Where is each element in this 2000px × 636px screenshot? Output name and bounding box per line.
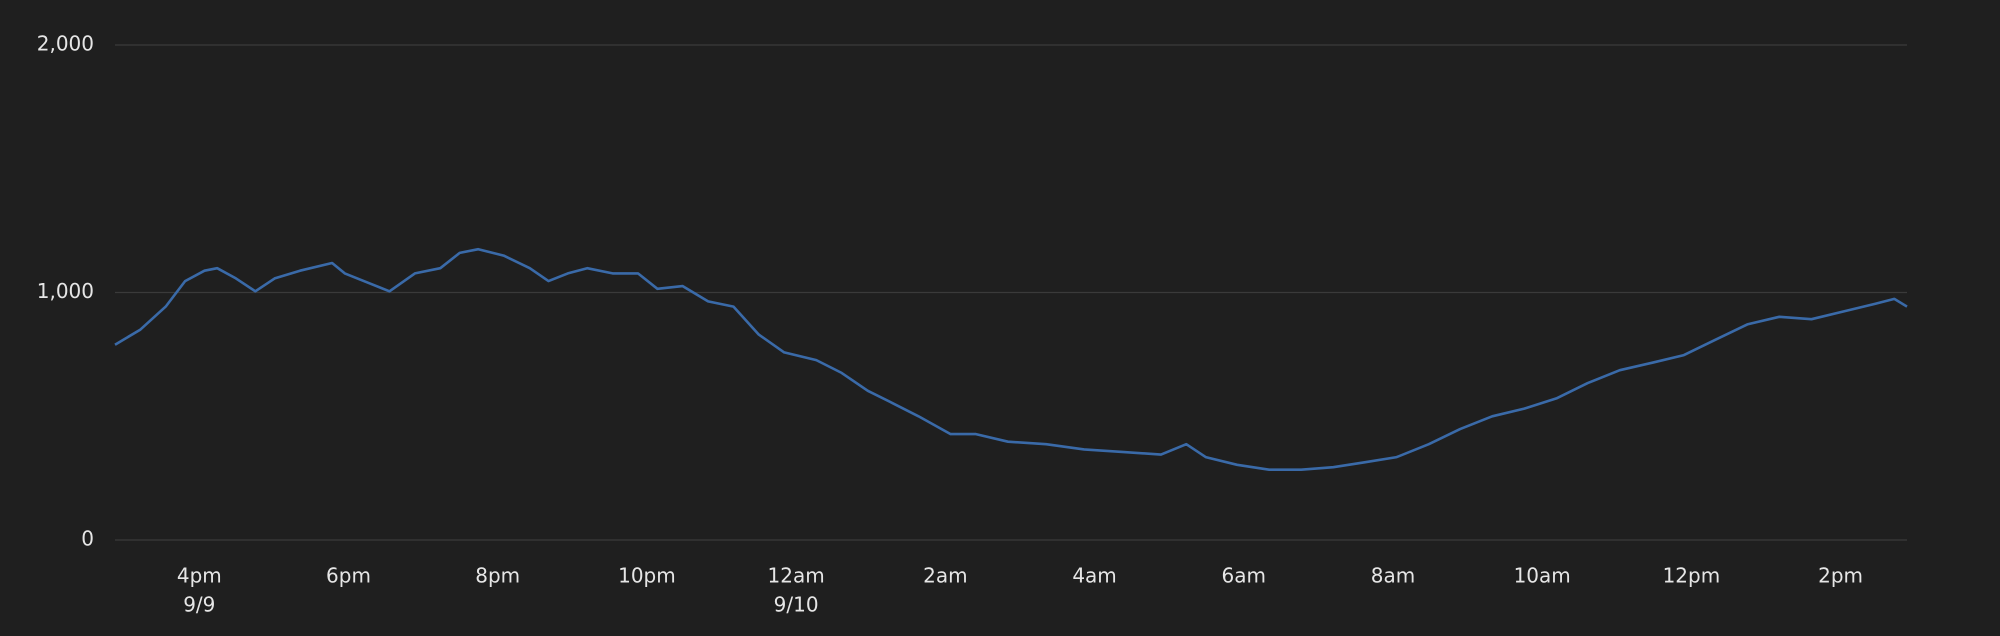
x-tick-label: 6am [1222,564,1266,588]
x-tick-date: 9/9 [183,593,215,617]
y-tick-label: 2,000 [37,32,94,56]
x-tick-label: 2am [923,564,967,588]
x-tick-label: 12am [768,564,825,588]
y-tick-label: 1,000 [37,279,94,303]
x-tick-label: 10pm [618,564,676,588]
x-tick-label: 2pm [1818,564,1863,588]
x-tick-label: 4pm [177,564,222,588]
data-line [114,247,1908,471]
x-tick-label: 4am [1072,564,1116,588]
x-tick-date: 9/10 [774,593,819,617]
x-tick-label: 10am [1514,564,1571,588]
x-tick-label: 12pm [1663,564,1721,588]
x-tick-label: 6pm [326,564,371,588]
x-tick-label: 8pm [475,564,520,588]
x-tick-label: 8am [1371,564,1415,588]
y-tick-label: 0 [81,527,94,551]
